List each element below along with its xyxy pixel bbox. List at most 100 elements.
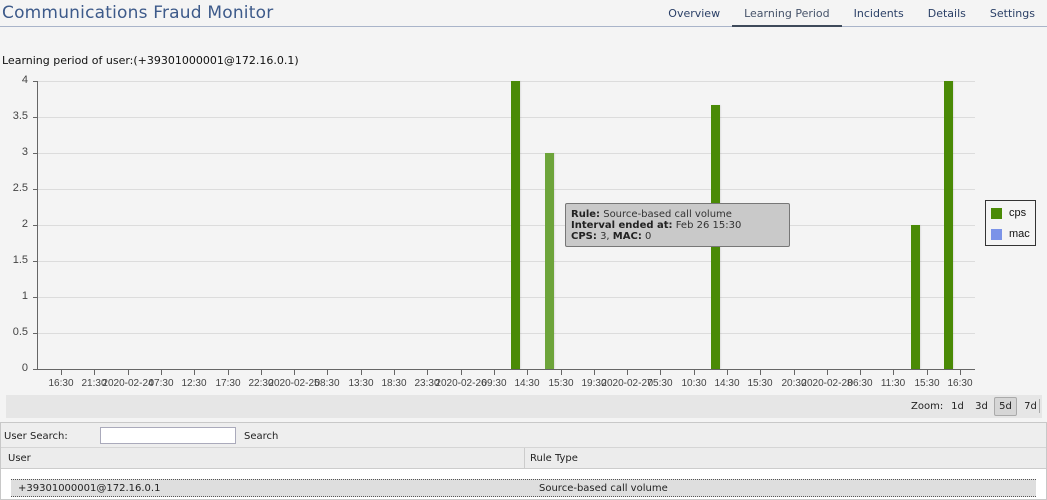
x-tick xyxy=(294,370,295,375)
user-panel: User Search: Search User Rule Type +3930… xyxy=(0,422,1047,500)
x-tick xyxy=(927,370,928,375)
tab-settings[interactable]: Settings xyxy=(989,7,1035,20)
x-tick-label: 2020-02-28 xyxy=(801,378,853,389)
tooltip-rule-label: Rule: xyxy=(571,209,601,220)
x-tick xyxy=(327,370,328,375)
y-tick xyxy=(33,189,38,190)
user-search-input[interactable] xyxy=(100,427,236,444)
x-tick xyxy=(261,370,262,375)
zoom-7d-button[interactable]: 7d xyxy=(1024,401,1037,412)
y-tick xyxy=(33,297,38,298)
x-tick-label: 15:30 xyxy=(548,378,574,389)
x-tick-label: 09:30 xyxy=(481,378,507,389)
x-tick xyxy=(61,370,62,375)
x-axis xyxy=(37,369,975,370)
tab-overview[interactable]: Overview xyxy=(668,7,721,20)
x-tick-label: 19:30 xyxy=(581,378,607,389)
x-tick-label: 11:30 xyxy=(880,378,906,389)
gridline xyxy=(38,225,975,226)
zoom-1d-button[interactable]: 1d xyxy=(951,401,964,412)
zoom-3d-button[interactable]: 3d xyxy=(975,401,988,412)
zoom-label: Zoom: xyxy=(911,401,944,412)
x-tick-label: 20:30 xyxy=(781,378,807,389)
tab-incidents[interactable]: Incidents xyxy=(853,7,904,20)
cell-user: +39301000001@172.16.0.1 xyxy=(18,483,161,494)
chart-tooltip: Rule: Source-based call volume Interval … xyxy=(565,203,790,247)
y-tick-label: 2 xyxy=(21,218,28,230)
x-tick-label: 21:30 xyxy=(81,378,107,389)
gridline xyxy=(38,297,975,298)
x-tick-label: 17:30 xyxy=(215,378,241,389)
x-tick xyxy=(128,370,129,375)
y-tick-label: 0 xyxy=(21,362,28,374)
tab-details[interactable]: Details xyxy=(927,7,966,20)
x-tick-label: 2020-02-25 xyxy=(268,378,320,389)
y-tick xyxy=(33,153,38,154)
x-tick xyxy=(627,370,628,375)
x-tick-label: 23:30 xyxy=(414,378,440,389)
tooltip-mac-label: MAC: xyxy=(612,231,642,242)
y-tick-label: 3 xyxy=(21,146,28,158)
x-tick xyxy=(94,370,95,375)
bar-cps[interactable] xyxy=(545,153,554,369)
x-tick-label: 05:30 xyxy=(647,378,673,389)
table-row[interactable]: +39301000001@172.16.0.1 Source-based cal… xyxy=(11,479,1036,497)
bar-cps[interactable] xyxy=(911,225,920,369)
user-search-label: User Search: xyxy=(4,431,68,442)
zoom-5d-button[interactable]: 5d xyxy=(994,397,1017,416)
y-tick-label: 1.5 xyxy=(12,254,28,266)
gridline xyxy=(38,333,975,334)
x-tick-label: 15:30 xyxy=(747,378,773,389)
x-tick xyxy=(893,370,894,375)
x-tick-label: 16:30 xyxy=(48,378,74,389)
x-tick-label: 13:30 xyxy=(348,378,374,389)
y-tick-label: 2.5 xyxy=(12,182,28,194)
x-tick-label: 18:30 xyxy=(381,378,407,389)
tab-learning-period[interactable]: Learning Period xyxy=(732,0,842,27)
cps-swatch-icon xyxy=(991,208,1002,219)
search-row: User Search: Search xyxy=(1,423,1046,448)
tooltip-mac-value: 0 xyxy=(645,231,652,242)
x-tick-label: 08:30 xyxy=(314,378,340,389)
mac-swatch-icon xyxy=(991,229,1002,240)
x-tick xyxy=(228,370,229,375)
zoom-divider xyxy=(1039,399,1040,413)
gridline xyxy=(38,189,975,190)
x-tick xyxy=(527,370,528,375)
tooltip-cps-label: CPS: xyxy=(571,231,597,242)
tooltip-rule-value: Source-based call volume xyxy=(603,209,732,220)
x-tick-label: 14:30 xyxy=(514,378,540,389)
gridline xyxy=(38,117,975,118)
x-tick xyxy=(827,370,828,375)
learning-period-chart: 0 0.5 1 1.5 2 2.5 3 3.5 4 16:30 21:30 2020-02-24 07:… xyxy=(0,70,1047,390)
bar-cps[interactable] xyxy=(944,81,953,369)
zoom-toolbar: Zoom: 1d 3d 5d 7d xyxy=(6,395,1042,418)
x-tick xyxy=(794,370,795,375)
column-header-rule-type[interactable]: Rule Type xyxy=(530,453,578,464)
x-tick-label: 14:30 xyxy=(714,378,740,389)
x-tick xyxy=(561,370,562,375)
x-tick xyxy=(727,370,728,375)
app-title: Communications Fraud Monitor xyxy=(2,3,274,23)
gridline xyxy=(38,81,975,82)
x-tick-label: 22:30 xyxy=(248,378,274,389)
x-tick-label: 12:30 xyxy=(181,378,207,389)
x-tick xyxy=(860,370,861,375)
bar-cps[interactable] xyxy=(511,81,520,369)
column-header-user[interactable]: User xyxy=(8,453,31,464)
x-tick-label: 2020-02-26 xyxy=(435,378,487,389)
search-button[interactable]: Search xyxy=(244,431,279,442)
x-tick xyxy=(960,370,961,375)
chart-legend: cps mac xyxy=(985,200,1036,246)
tooltip-interval-value: Feb 26 15:30 xyxy=(675,220,742,231)
y-tick xyxy=(33,225,38,226)
x-tick xyxy=(361,370,362,375)
y-tick xyxy=(33,81,38,82)
y-tick xyxy=(33,261,38,262)
column-divider xyxy=(524,448,525,469)
x-tick xyxy=(594,370,595,375)
tooltip-cps-value: 3, xyxy=(600,231,610,242)
x-tick xyxy=(427,370,428,375)
x-tick xyxy=(694,370,695,375)
main-nav: Overview Learning Period Incidents Detai… xyxy=(656,0,1047,27)
